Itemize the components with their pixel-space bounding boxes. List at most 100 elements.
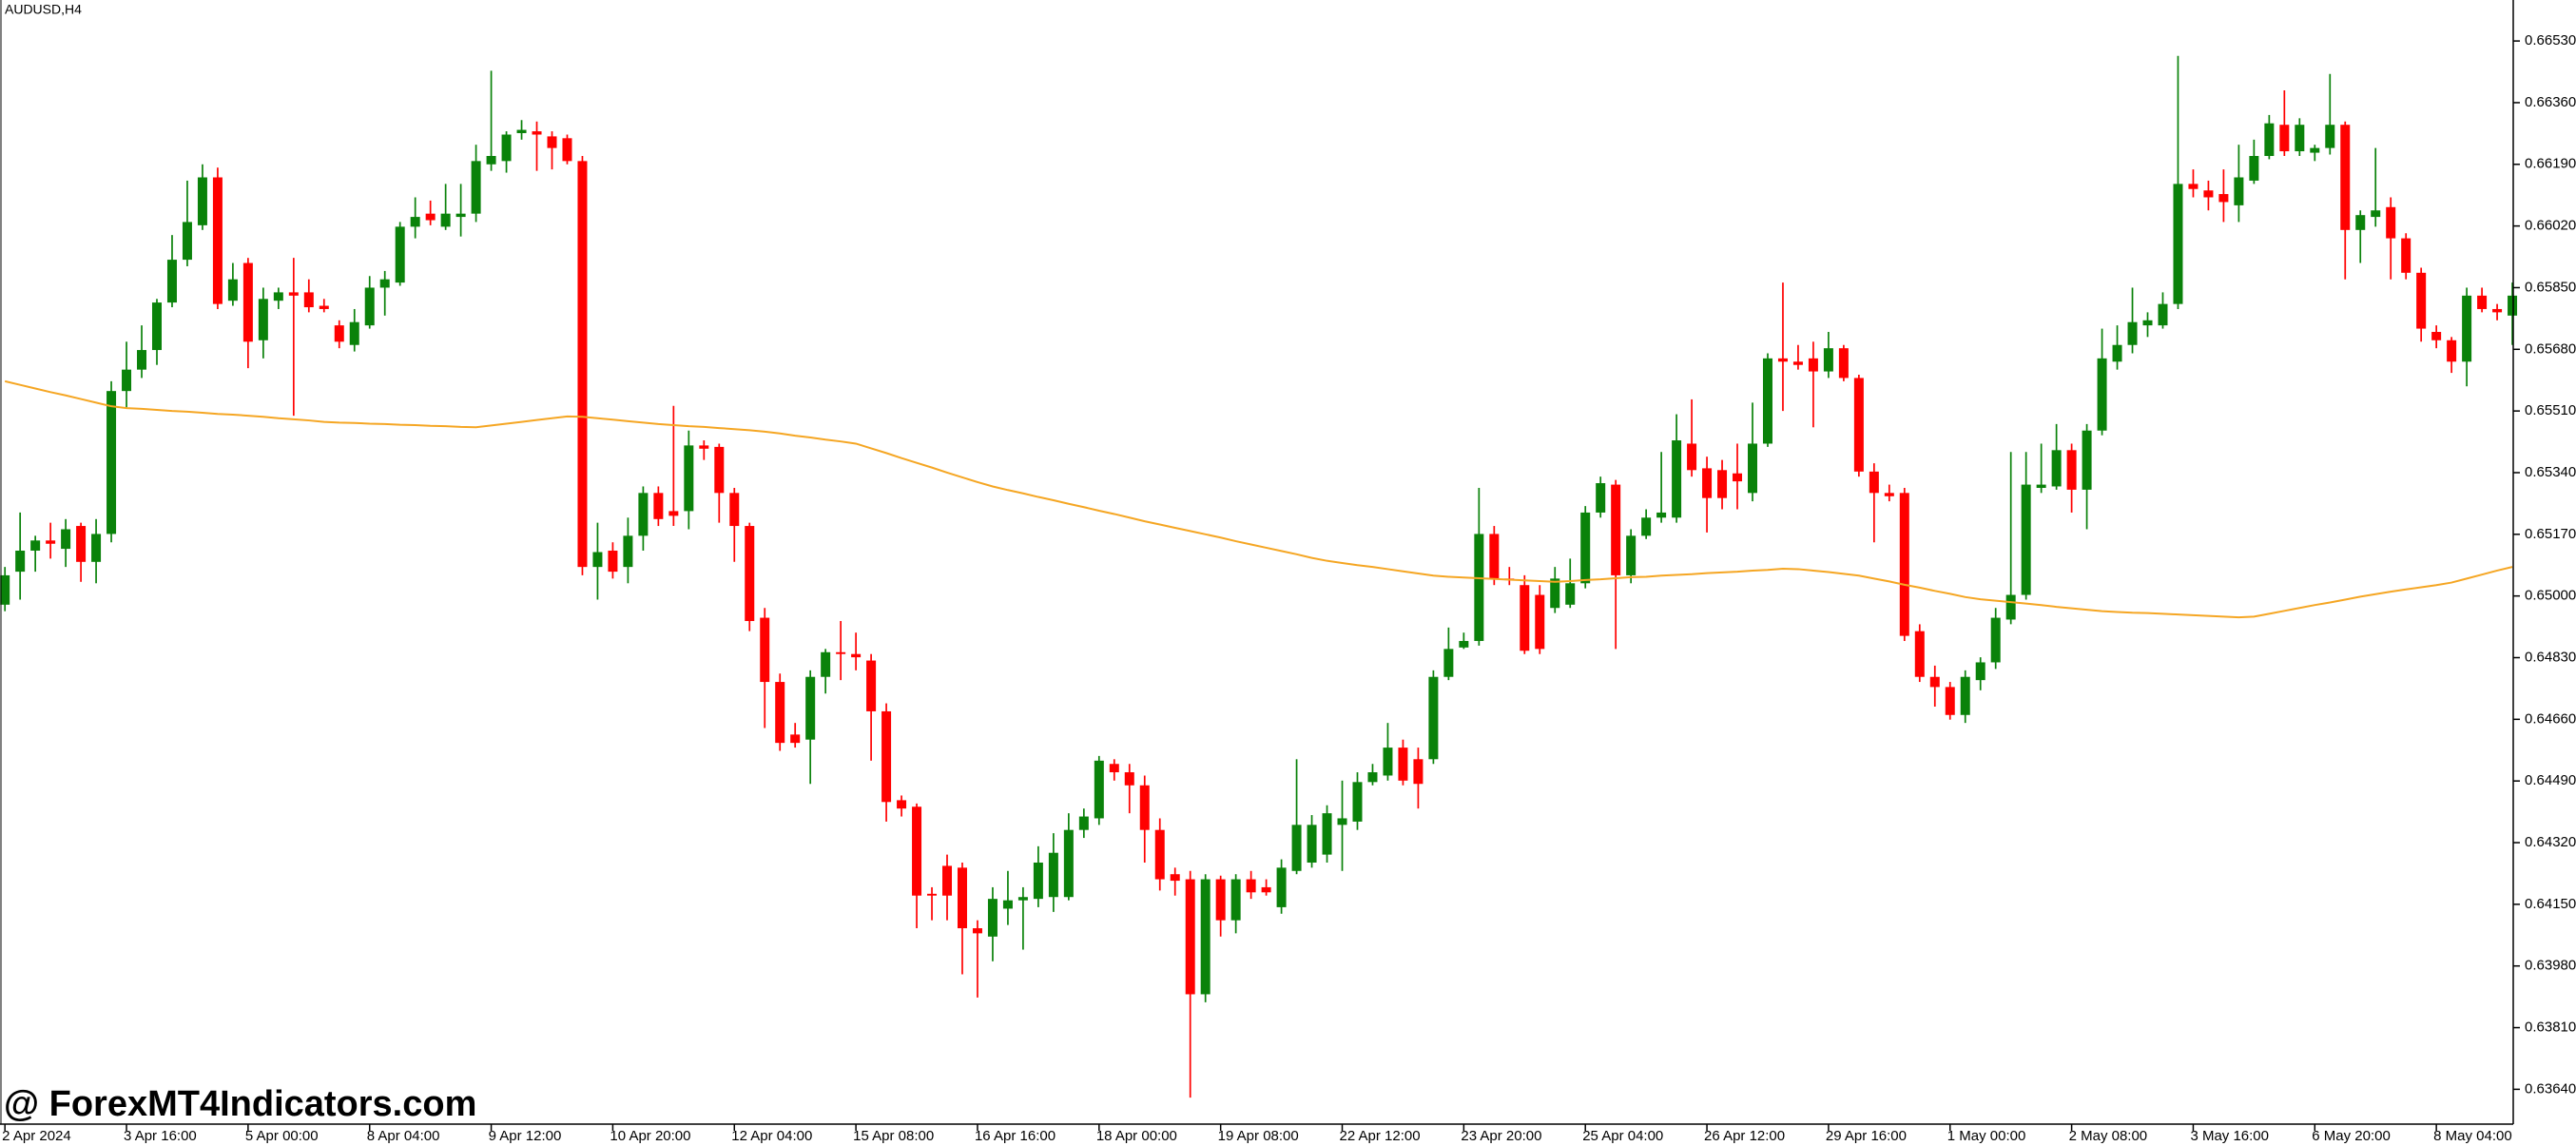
- candle-body: [2066, 450, 2077, 490]
- candle-body: [1459, 640, 1469, 648]
- candle-body: [1413, 759, 1424, 785]
- candle-body: [745, 526, 755, 621]
- candle-body: [395, 226, 405, 283]
- candle-body: [1002, 900, 1013, 909]
- candle-body: [577, 161, 588, 568]
- y-tick-label: 0.64150: [2525, 896, 2576, 912]
- candle-body: [182, 222, 192, 261]
- x-tick-label: 10 Apr 20:00: [610, 1128, 690, 1144]
- candle-body: [760, 617, 770, 683]
- chart-title: AUDUSD,H4: [5, 2, 82, 17]
- x-tick-label: 23 Apr 20:00: [1461, 1128, 1541, 1144]
- candle-body: [729, 493, 740, 527]
- candle-body: [653, 493, 664, 519]
- x-tick-label: 29 Apr 16:00: [1826, 1128, 1907, 1144]
- candle-body: [2005, 594, 2016, 620]
- candle-body: [1899, 493, 1909, 636]
- candle-body: [608, 550, 618, 573]
- candle-body: [1215, 879, 1226, 921]
- candle-body: [2173, 184, 2183, 304]
- candle-body: [1200, 879, 1211, 995]
- candle-body: [1914, 631, 1925, 677]
- candle-body: [1869, 471, 1879, 494]
- candle-body: [972, 928, 982, 934]
- candle-body: [516, 129, 527, 133]
- candle-body: [1565, 583, 1576, 605]
- candle-body: [1535, 594, 1545, 650]
- x-tick-label: 8 May 04:00: [2433, 1128, 2512, 1144]
- candle-body: [532, 131, 542, 135]
- candle-body: [2082, 430, 2092, 490]
- y-tick-label: 0.63640: [2525, 1080, 2576, 1097]
- candle-body: [805, 676, 816, 740]
- candle-body: [440, 213, 451, 227]
- candle-body: [2127, 321, 2138, 345]
- candle-body: [1717, 470, 1728, 498]
- candle-body: [2021, 484, 2031, 595]
- candle-body: [501, 134, 512, 162]
- candle-body: [1733, 473, 1743, 482]
- candle-body: [851, 653, 862, 658]
- candle-body: [1261, 886, 1271, 893]
- y-tick-label: 0.64660: [2525, 710, 2576, 727]
- candle-body: [1748, 443, 1758, 494]
- candle-body: [1109, 764, 1119, 773]
- x-tick-label: 8 Apr 04:00: [367, 1128, 440, 1144]
- candle-body: [151, 302, 162, 351]
- candle-body: [76, 526, 87, 562]
- candle-body: [2295, 125, 2305, 152]
- candle-body: [349, 321, 359, 345]
- candle-body: [1094, 760, 1104, 819]
- candle-body: [1322, 813, 1332, 855]
- candle-body: [1823, 348, 1833, 372]
- candle-body: [2051, 450, 2062, 487]
- candle-body: [2158, 303, 2168, 326]
- x-tick-label: 6 May 20:00: [2312, 1128, 2391, 1144]
- candle-body: [1929, 676, 1940, 688]
- candle-body: [2218, 194, 2229, 203]
- candle-body: [1154, 829, 1165, 880]
- candle-body: [2508, 295, 2518, 316]
- candle-body: [836, 651, 846, 654]
- candle-body: [1474, 534, 1484, 641]
- candle-body: [15, 550, 26, 573]
- candle-body: [2355, 215, 2366, 230]
- candle-body: [212, 177, 223, 304]
- candle-body: [137, 350, 147, 370]
- candle-body: [2492, 308, 2503, 313]
- candle-body: [2477, 295, 2488, 309]
- candle-body: [1611, 484, 1621, 575]
- candle-body: [122, 369, 132, 392]
- candle-body: [242, 262, 253, 342]
- candle-body: [166, 260, 177, 303]
- candle-body: [455, 213, 466, 218]
- candle-body: [1777, 358, 1788, 362]
- candle-body: [197, 177, 207, 225]
- candle-body: [2325, 125, 2335, 148]
- candle-body: [2386, 206, 2396, 239]
- candle-body: [1702, 468, 1713, 498]
- candle-body: [1884, 493, 1894, 496]
- candle-body: [1945, 687, 1955, 715]
- candle-body: [638, 493, 649, 536]
- candle-body: [1596, 483, 1606, 513]
- candle-body: [714, 446, 725, 494]
- y-tick-label: 0.63980: [2525, 958, 2576, 974]
- candle-body: [319, 305, 329, 309]
- candle-body: [1139, 785, 1150, 830]
- candle-body: [486, 156, 496, 165]
- candle-body: [1367, 772, 1378, 783]
- candle-body: [942, 865, 953, 896]
- candle-body: [1383, 748, 1393, 776]
- candle-body: [1975, 662, 1985, 681]
- candle-body: [2401, 238, 2411, 273]
- candle-body: [1276, 867, 1287, 907]
- candle-body: [1520, 585, 1530, 651]
- candle-body: [1838, 348, 1849, 379]
- x-tick-label: 19 Apr 08:00: [1218, 1128, 1299, 1144]
- candle-body: [2188, 184, 2198, 189]
- candle-body: [2112, 344, 2122, 362]
- candle-body: [2279, 125, 2290, 152]
- candle-body: [821, 651, 831, 677]
- candle-body: [1170, 874, 1180, 882]
